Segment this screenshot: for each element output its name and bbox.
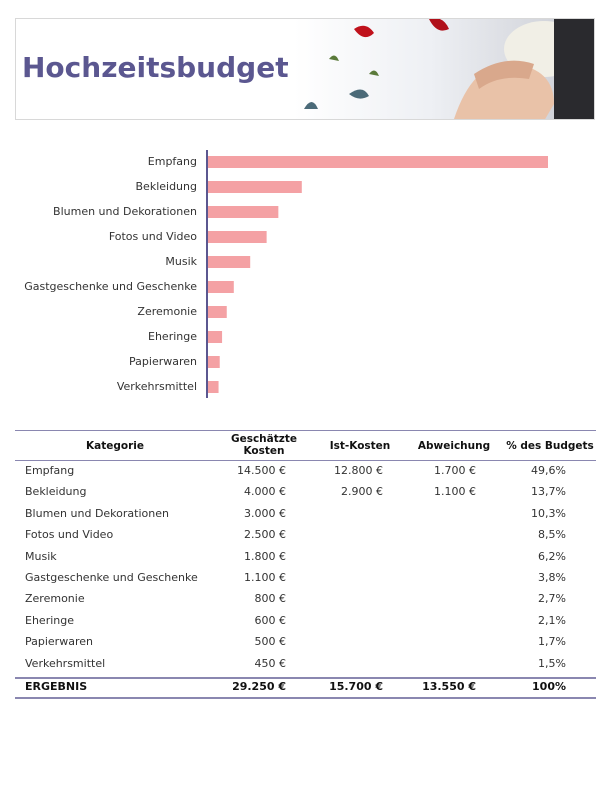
category-label: Verkehrsmittel — [117, 380, 197, 393]
table-cell: Gastgeschenke und Geschenke — [25, 571, 198, 584]
header-image — [294, 19, 594, 119]
table-rule — [15, 677, 596, 679]
bar — [208, 331, 223, 343]
column-header: Kategorie — [86, 440, 144, 452]
chart: Empfang Bekleidung Blumen und Dekorationen… — [24, 150, 548, 398]
table-rule — [15, 697, 596, 699]
bar — [208, 156, 548, 168]
table-cell: 1.700 € — [434, 464, 476, 477]
table-cell: Verkehrsmittel — [25, 656, 106, 670]
table-cell: 3,8% — [538, 571, 566, 584]
table-rule — [15, 460, 596, 461]
table-cell: 14.500 € — [237, 464, 286, 477]
title: Hochzeitsbudget — [22, 51, 289, 84]
bar — [208, 281, 234, 293]
table-cell: 3.000 € — [244, 506, 286, 520]
table-cell: 450 € — [254, 656, 287, 670]
table-cell: 600 € — [254, 613, 287, 627]
column-header: Abweichung — [417, 440, 491, 452]
category-label: Papierwaren — [129, 355, 197, 368]
table-cell: 10,3% — [531, 506, 566, 520]
table-cell: 500 € — [254, 635, 287, 649]
table-cell: Fotos und Video — [25, 528, 114, 542]
table-cell: 800 € — [254, 592, 287, 606]
category-label: Zeremonie — [137, 305, 197, 318]
table-cell: Empfang — [25, 464, 75, 477]
table-cell: 13,7% — [531, 485, 566, 499]
bar — [208, 356, 220, 368]
table-cell: 1,7% — [538, 635, 566, 649]
table-cell: 4.000 € — [244, 485, 286, 499]
table-rule — [15, 430, 596, 431]
bar — [208, 306, 227, 318]
table-cell: 1,5% — [538, 656, 566, 670]
table-cell: Eheringe — [25, 613, 74, 627]
category-label: Empfang — [148, 155, 197, 168]
table-cell: Musik — [25, 549, 57, 563]
table-cell: 2.900 € — [341, 485, 383, 499]
table-cell: 15.700 € — [329, 680, 383, 693]
column-header: Geschätzte Kosten — [230, 433, 298, 457]
table-cell: 2,7% — [538, 592, 566, 606]
header: Hochzeitsbudget — [15, 18, 595, 120]
table-cell: 1.100 € — [434, 485, 476, 499]
table-cell: 29.250 € — [232, 680, 286, 693]
category-label: Fotos und Video — [109, 230, 197, 243]
bar — [208, 206, 279, 218]
table-cell: Bekleidung — [25, 485, 87, 499]
column-header: Ist-Kosten — [329, 440, 391, 452]
table-cell: 6,2% — [538, 549, 566, 563]
table-cell: Blumen und Dekorationen — [25, 506, 169, 520]
category-label: Musik — [165, 255, 197, 268]
table-cell: 49,6% — [531, 464, 566, 477]
bar — [208, 381, 219, 393]
table-cell: 8,5% — [538, 528, 566, 542]
table-cell: 12.800 € — [334, 464, 383, 477]
column-header: % des Budgets — [506, 440, 594, 452]
bar — [208, 256, 251, 268]
table-cell: 100% — [532, 680, 566, 693]
table-cell: 2.500 € — [244, 528, 286, 542]
bar — [208, 181, 302, 193]
table-cell: ERGEBNIS — [25, 680, 88, 693]
category-label: Gastgeschenke und Geschenke — [24, 280, 197, 293]
category-label: Eheringe — [148, 330, 197, 343]
table-cell: 1.100 € — [244, 571, 286, 584]
table-cell: Papierwaren — [25, 635, 93, 649]
table-cell: 1.800 € — [244, 549, 286, 563]
category-label: Blumen und Dekorationen — [53, 205, 197, 218]
table-cell: 2,1% — [538, 613, 566, 627]
table-cell: 13.550 € — [422, 680, 476, 693]
bar — [208, 231, 267, 243]
category-label: Bekleidung — [136, 180, 197, 193]
table-cell: Zeremonie — [25, 592, 85, 606]
